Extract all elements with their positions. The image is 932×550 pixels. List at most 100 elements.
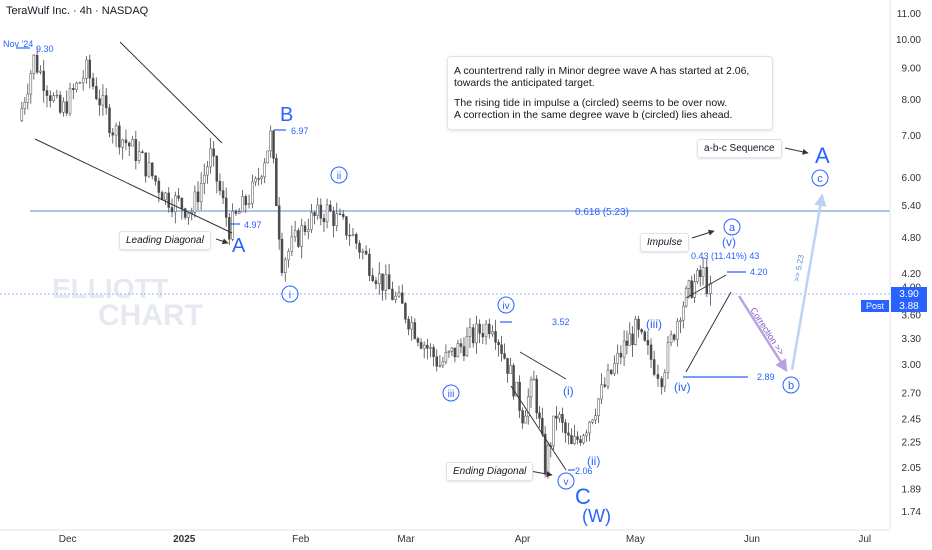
- ending-diagonal-pointer: [529, 470, 553, 477]
- candle-body: [438, 365, 442, 367]
- price-markers: [16, 47, 748, 471]
- correction-label: Correction >>: [748, 306, 786, 357]
- x-tick-label: Feb: [292, 534, 310, 545]
- candle-body: [325, 204, 329, 223]
- candle-body: [196, 191, 200, 203]
- candle-body: [358, 243, 361, 253]
- candle-body: [526, 396, 530, 417]
- y-tick-label: 2.70: [902, 388, 922, 399]
- candle-body: [58, 94, 62, 113]
- candle-body: [45, 90, 49, 96]
- candle-body: [332, 210, 335, 226]
- candle-body: [453, 347, 457, 358]
- y-tick-label: 2.05: [902, 463, 922, 474]
- candle-body: [29, 73, 33, 95]
- y-tick-label: 3.60: [902, 311, 922, 322]
- candle-body: [199, 183, 203, 203]
- wave-A-right: A: [815, 143, 830, 168]
- candle-body: [432, 347, 435, 357]
- candle-body: [335, 213, 339, 226]
- wave-C: C: [575, 484, 591, 509]
- candle-body: [303, 225, 307, 232]
- wave-b-circle: [782, 376, 800, 394]
- candle-body: [573, 436, 576, 444]
- candle-body: [91, 77, 95, 87]
- candle-body: [316, 204, 319, 216]
- callout-leading-diagonal[interactable]: Leading Diagonal: [119, 231, 211, 250]
- trendlines[interactable]: [34, 41, 732, 471]
- candle-body: [637, 318, 640, 330]
- candle-body: [284, 259, 287, 273]
- candle-body: [625, 340, 629, 346]
- x-axis[interactable]: Dec 2025 Feb Mar Apr May Jun Jul: [59, 534, 871, 545]
- candles: [20, 47, 712, 479]
- candle-body: [579, 439, 582, 444]
- candle-body: [459, 343, 463, 347]
- candle-body: [23, 102, 27, 109]
- candle-body: [606, 369, 610, 387]
- candle-body: [118, 125, 121, 148]
- candle-body: [567, 432, 570, 436]
- candle-body: [127, 142, 131, 147]
- annotation-box[interactable]: A countertrend rally in Minor degree wav…: [447, 56, 773, 130]
- wave-v: v: [564, 477, 569, 488]
- candle-body: [371, 275, 374, 281]
- candle-body: [475, 323, 478, 344]
- wave-c: c: [817, 173, 823, 185]
- candle-body: [95, 86, 98, 100]
- sequence-arrow[interactable]: [790, 193, 827, 371]
- candle-body: [576, 436, 579, 440]
- impulse-pointer: [691, 229, 715, 239]
- x-tick-label: Jun: [744, 534, 760, 545]
- callout-abc-sequence[interactable]: a-b-c Sequence: [697, 139, 782, 158]
- candle-body: [687, 280, 691, 289]
- impulse-wedge-upper[interactable]: [685, 274, 727, 299]
- candle-body: [49, 95, 52, 101]
- candle-body: [287, 251, 290, 261]
- correction-arrow[interactable]: [737, 295, 788, 373]
- wave-iv-paren: (iv): [674, 380, 691, 394]
- candle-body: [193, 191, 197, 213]
- candle-body: [663, 372, 667, 388]
- impulse-wedge-lower[interactable]: [685, 291, 732, 373]
- candle-body: [682, 305, 685, 321]
- candle-body: [450, 347, 454, 352]
- candle-body: [144, 152, 147, 177]
- candle-body: [124, 139, 128, 144]
- label-9-30: 9.30: [36, 44, 54, 54]
- ending-diagonal-upper[interactable]: [519, 351, 567, 380]
- leading-diagonal-upper[interactable]: [119, 41, 223, 144]
- candle-body: [465, 336, 469, 357]
- candle-body: [384, 274, 388, 291]
- candle-body: [669, 334, 673, 343]
- candle-body: [263, 162, 266, 178]
- candle-body: [471, 327, 475, 344]
- wave-iii-circle: [442, 384, 460, 402]
- candle-body: [177, 195, 180, 199]
- x-tick-label: Apr: [515, 534, 531, 545]
- target-label: >> 5.23: [792, 254, 806, 283]
- y-tick-label: 6.00: [902, 173, 922, 184]
- candle-body: [237, 211, 241, 214]
- label-3-52: 3.52: [552, 317, 570, 327]
- candle-body: [290, 236, 294, 252]
- candle-body: [260, 176, 263, 179]
- candle-body: [506, 358, 509, 374]
- candle-body: [609, 369, 613, 374]
- candle-body: [631, 333, 634, 346]
- candle-body: [88, 59, 92, 79]
- callout-impulse[interactable]: Impulse: [640, 233, 690, 252]
- candle-body: [75, 82, 78, 90]
- candle-body: [272, 130, 275, 159]
- callout-ending-diagonal[interactable]: Ending Diagonal: [446, 462, 534, 481]
- candle-body: [78, 82, 82, 84]
- leading-diagonal-lower[interactable]: [34, 138, 233, 234]
- candle-body: [588, 422, 591, 434]
- candle-body: [646, 340, 650, 346]
- y-tick-label: 7.00: [902, 131, 922, 142]
- candle-body: [426, 344, 429, 349]
- candle-body: [42, 70, 45, 91]
- ending-diagonal-lower[interactable]: [510, 385, 567, 471]
- annotation-paragraph-2: The rising tide in impulse a (circled) s…: [454, 97, 733, 121]
